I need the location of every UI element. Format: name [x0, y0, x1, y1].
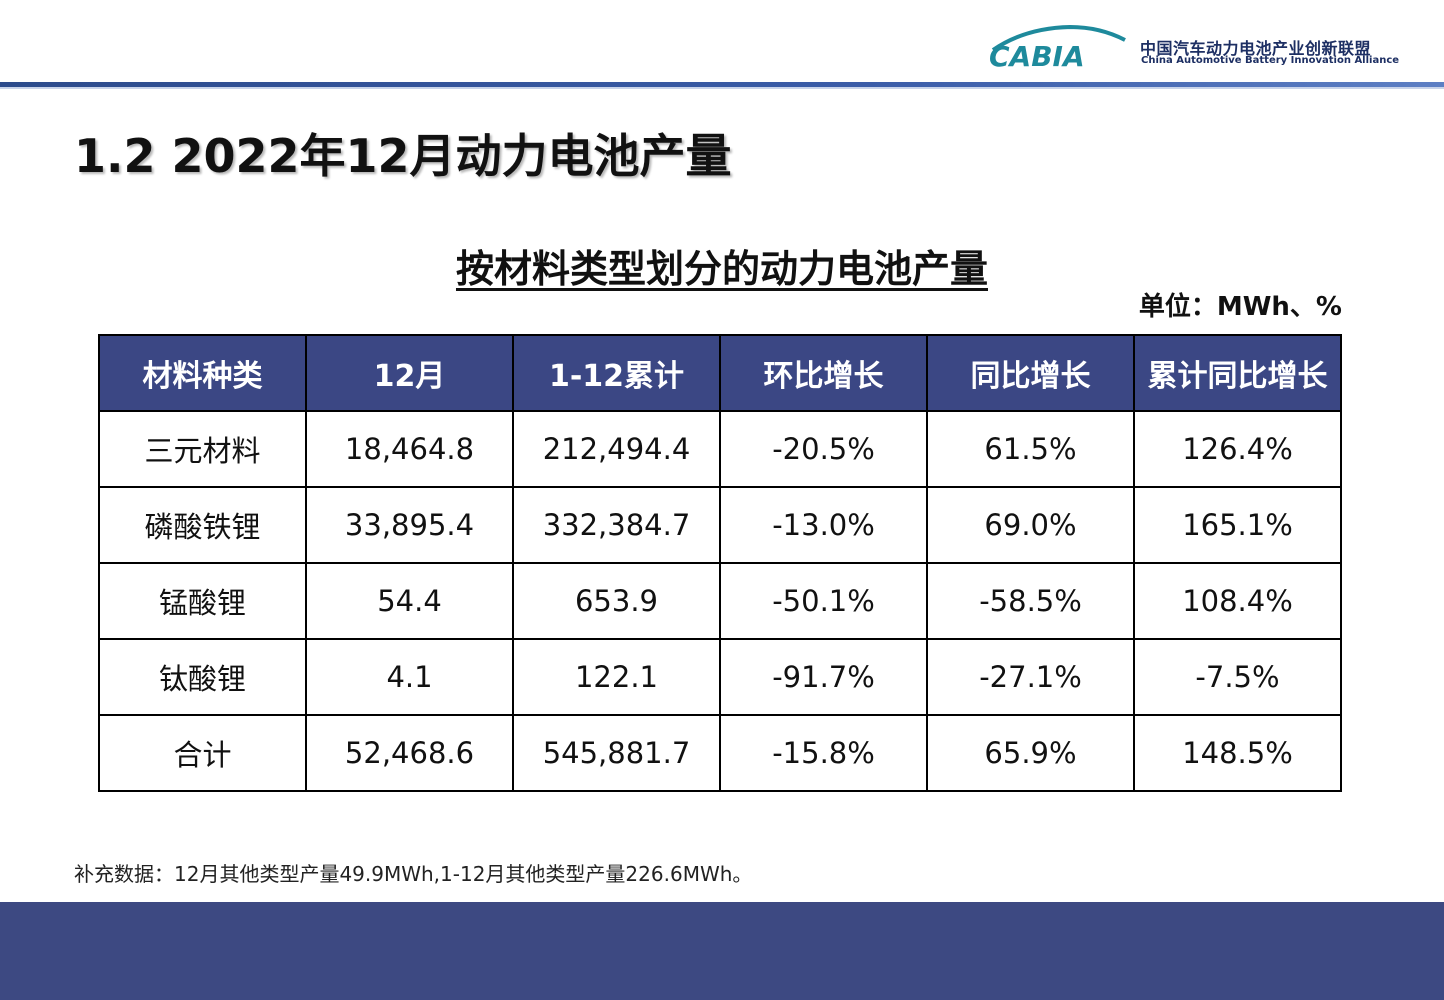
header-material: 材料种类 — [98, 334, 307, 412]
cell-yoy: -58.5% — [926, 562, 1135, 640]
car-logo-icon: CABIA — [989, 24, 1126, 72]
cell-cumulative-yoy: 126.4% — [1133, 410, 1342, 488]
footer-band — [0, 902, 1444, 1000]
cell-cumulative: 332,384.7 — [512, 486, 721, 564]
cell-yoy: -27.1% — [926, 638, 1135, 716]
cell-december: 18,464.8 — [305, 410, 514, 488]
table-row: 三元材料 18,464.8 212,494.4 -20.5% 61.5% 126… — [98, 410, 1342, 488]
page-title: 1.2 2022年12月动力电池产量 — [74, 129, 732, 183]
cell-mom: -15.8% — [719, 714, 928, 792]
cell-cumulative: 545,881.7 — [512, 714, 721, 792]
unit-label: 单位：MWh、% — [1138, 292, 1342, 322]
cell-mom: -13.0% — [719, 486, 928, 564]
cell-december: 52,468.6 — [305, 714, 514, 792]
header-mom-growth: 环比增长 — [719, 334, 928, 412]
table-row: 锰酸锂 54.4 653.9 -50.1% -58.5% 108.4% — [98, 562, 1342, 640]
cell-cumulative-yoy: 108.4% — [1133, 562, 1342, 640]
cell-material: 磷酸铁锂 — [98, 486, 307, 564]
org-name-en: China Automotive Battery Innovation Alli… — [1141, 55, 1400, 66]
cell-material: 三元材料 — [98, 410, 307, 488]
cell-yoy: 65.9% — [926, 714, 1135, 792]
table-row-total: 合计 52,468.6 545,881.7 -15.8% 65.9% 148.5… — [98, 714, 1342, 792]
cell-cumulative: 653.9 — [512, 562, 721, 640]
cabia-logo: CABIA 中国汽车动力电池产业创新联盟 China Automotive Ba… — [985, 22, 1399, 72]
cell-cumulative-yoy: -7.5% — [1133, 638, 1342, 716]
table-header-row: 材料种类 12月 1-12累计 环比增长 同比增长 累计同比增长 — [98, 334, 1342, 412]
cell-cumulative: 212,494.4 — [512, 410, 721, 488]
cell-cumulative-yoy: 148.5% — [1133, 714, 1342, 792]
header-cumulative-yoy: 累计同比增长 — [1133, 334, 1342, 412]
header-yoy-growth: 同比增长 — [926, 334, 1135, 412]
header-cumulative: 1-12累计 — [512, 334, 721, 412]
cell-yoy: 69.0% — [926, 486, 1135, 564]
cell-cumulative-yoy: 165.1% — [1133, 486, 1342, 564]
cell-material: 锰酸锂 — [98, 562, 307, 640]
table-row: 磷酸铁锂 33,895.4 332,384.7 -13.0% 69.0% 165… — [98, 486, 1342, 564]
cell-mom: -20.5% — [719, 410, 928, 488]
header-divider — [0, 82, 1444, 89]
table-title: 按材料类型划分的动力电池产量 — [455, 247, 988, 291]
supplementary-note: 补充数据：12月其他类型产量49.9MWh,1-12月其他类型产量226.6MW… — [74, 862, 753, 886]
cell-mom: -91.7% — [719, 638, 928, 716]
cell-december: 4.1 — [305, 638, 514, 716]
org-name-cn: 中国汽车动力电池产业创新联盟 — [1140, 39, 1372, 58]
cell-december: 54.4 — [305, 562, 514, 640]
cell-material: 合计 — [98, 714, 307, 792]
cell-material: 钛酸锂 — [98, 638, 307, 716]
cell-yoy: 61.5% — [926, 410, 1135, 488]
table-row: 钛酸锂 4.1 122.1 -91.7% -27.1% -7.5% — [98, 638, 1342, 716]
cell-cumulative: 122.1 — [512, 638, 721, 716]
cell-december: 33,895.4 — [305, 486, 514, 564]
logo-wordmark: CABIA — [989, 40, 1085, 72]
header-december: 12月 — [305, 334, 514, 412]
production-table: 材料种类 12月 1-12累计 环比增长 同比增长 累计同比增长 三元材料 18… — [98, 334, 1342, 792]
cell-mom: -50.1% — [719, 562, 928, 640]
